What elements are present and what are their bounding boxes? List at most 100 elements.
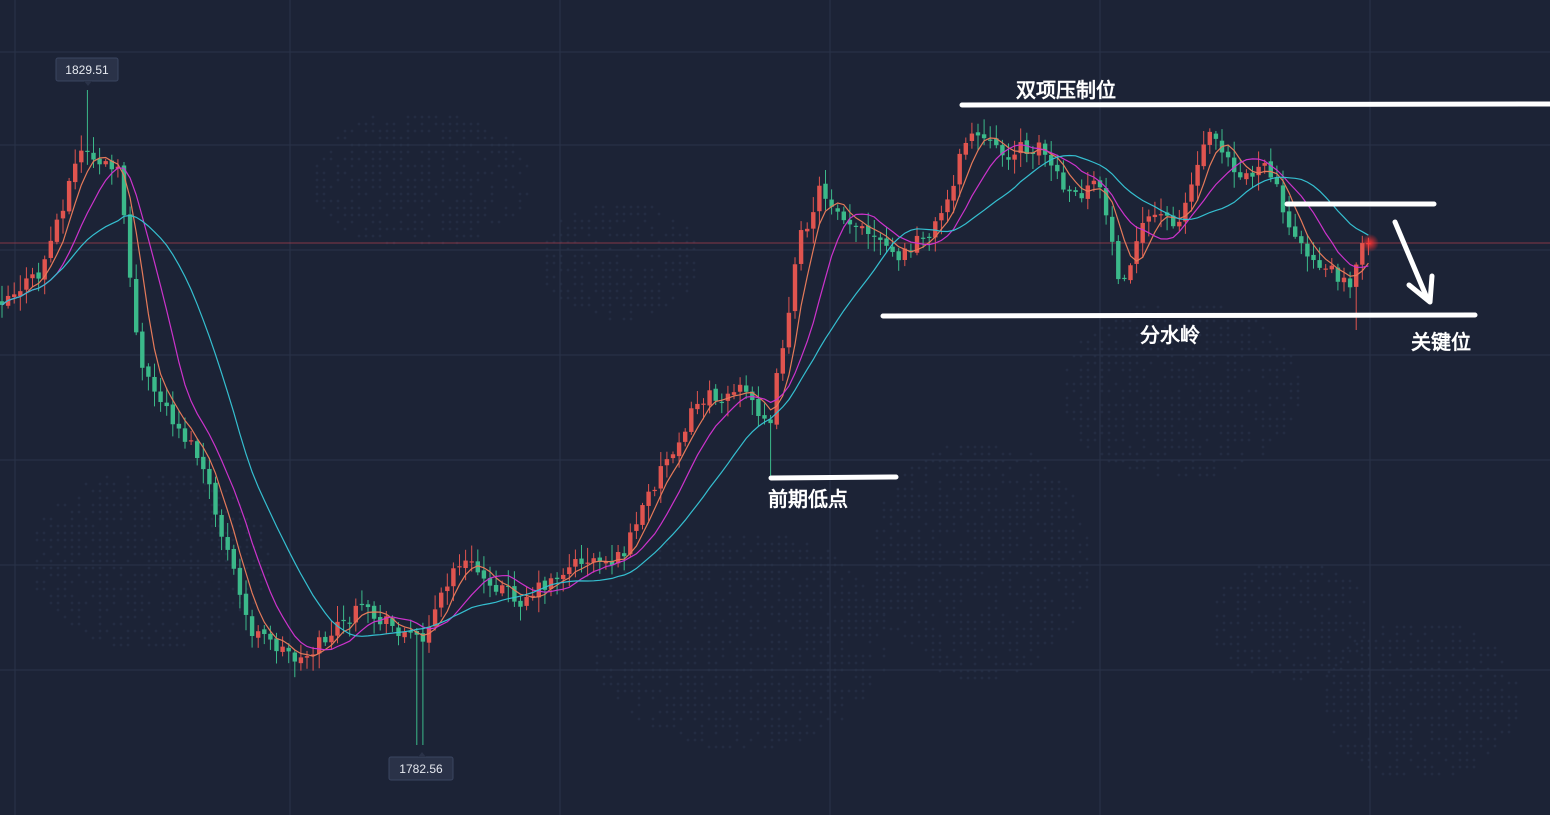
candle	[737, 377, 743, 408]
candle-body	[182, 428, 188, 442]
candle-body	[1323, 268, 1328, 270]
candle-body	[1238, 172, 1243, 178]
candle-body	[762, 415, 767, 419]
watershed-line	[880, 312, 1478, 319]
candle-body	[554, 577, 560, 580]
candle-body	[30, 274, 35, 279]
candle-body	[201, 456, 206, 470]
candle	[371, 601, 377, 634]
candle-body	[884, 238, 889, 246]
candle	[542, 576, 548, 604]
candle-body	[36, 272, 41, 279]
current-price-glow	[1361, 234, 1379, 252]
candle-body	[1006, 157, 1011, 160]
candle-body	[231, 548, 236, 569]
double-top-label: 双项压制位	[1016, 78, 1116, 102]
candle-body	[451, 568, 456, 587]
candle-body	[475, 561, 480, 573]
candle-body	[317, 637, 322, 654]
candle	[152, 363, 157, 407]
candle-body	[737, 384, 743, 392]
down-arrow-head-icon	[1406, 273, 1435, 305]
candle-body	[335, 621, 340, 636]
candle	[310, 646, 316, 671]
candle-body	[1012, 154, 1017, 160]
candle-body	[1250, 172, 1255, 177]
candle	[347, 616, 352, 637]
candle-body	[817, 185, 822, 212]
candle	[1244, 169, 1249, 185]
candle	[30, 267, 35, 288]
candle	[1299, 230, 1304, 255]
candle	[780, 339, 785, 381]
candle	[146, 363, 151, 391]
candle	[182, 417, 188, 449]
candle-body	[396, 627, 401, 637]
candle-body	[1195, 164, 1200, 186]
candle-body	[1073, 190, 1078, 192]
candle	[79, 135, 84, 173]
candle-body	[134, 279, 139, 333]
candle	[768, 415, 773, 478]
down-arrow-icon	[1392, 219, 1430, 301]
candle-body	[585, 562, 590, 564]
candle-body	[1347, 278, 1353, 288]
candle-body	[1061, 172, 1066, 190]
candle	[445, 573, 450, 605]
candle	[439, 587, 444, 617]
candle	[353, 598, 358, 632]
candle-body	[359, 603, 365, 606]
candle-body	[207, 468, 212, 485]
previous-low-label: 前期低点	[768, 487, 848, 511]
candle-body	[1067, 189, 1072, 192]
candle-body	[170, 404, 175, 425]
candle	[280, 636, 285, 657]
candle-body	[0, 301, 5, 305]
candle	[134, 264, 139, 336]
candle	[341, 605, 346, 634]
candle	[329, 620, 334, 649]
candle-body	[109, 160, 114, 170]
candle-body	[1110, 216, 1115, 242]
background-map-pattern	[35, 115, 1518, 776]
candle	[1293, 213, 1298, 239]
candle-body	[500, 585, 505, 594]
candle-body	[609, 560, 615, 566]
candle	[829, 189, 834, 215]
candle	[225, 522, 230, 561]
candle	[365, 600, 371, 623]
candle-body	[780, 348, 785, 374]
candle	[1091, 171, 1097, 192]
candle-body	[518, 600, 523, 607]
candle-body	[646, 491, 651, 506]
candle	[1189, 172, 1194, 212]
candle	[18, 275, 23, 311]
candle	[256, 625, 261, 648]
candles-group	[0, 90, 1371, 745]
candle	[823, 170, 828, 211]
candle	[1329, 258, 1334, 274]
candle-body	[292, 652, 297, 662]
candle-body	[695, 403, 700, 410]
candle-body	[1134, 241, 1139, 264]
candle	[91, 137, 96, 169]
candle-body	[920, 237, 926, 239]
candle-body	[439, 592, 444, 608]
candle	[841, 206, 846, 224]
candle-body	[890, 246, 895, 253]
candle	[420, 622, 426, 745]
candle	[896, 248, 901, 271]
candle	[689, 401, 694, 435]
candle-body	[567, 567, 572, 575]
candle	[1305, 234, 1310, 272]
candle-body	[945, 199, 950, 213]
candle-body	[73, 163, 78, 183]
candle-body	[994, 138, 999, 146]
candle	[1152, 201, 1158, 223]
high-price-label: 1829.51	[65, 63, 109, 77]
candle	[396, 622, 401, 646]
candle-body	[1189, 184, 1194, 202]
candle-body	[347, 622, 352, 624]
